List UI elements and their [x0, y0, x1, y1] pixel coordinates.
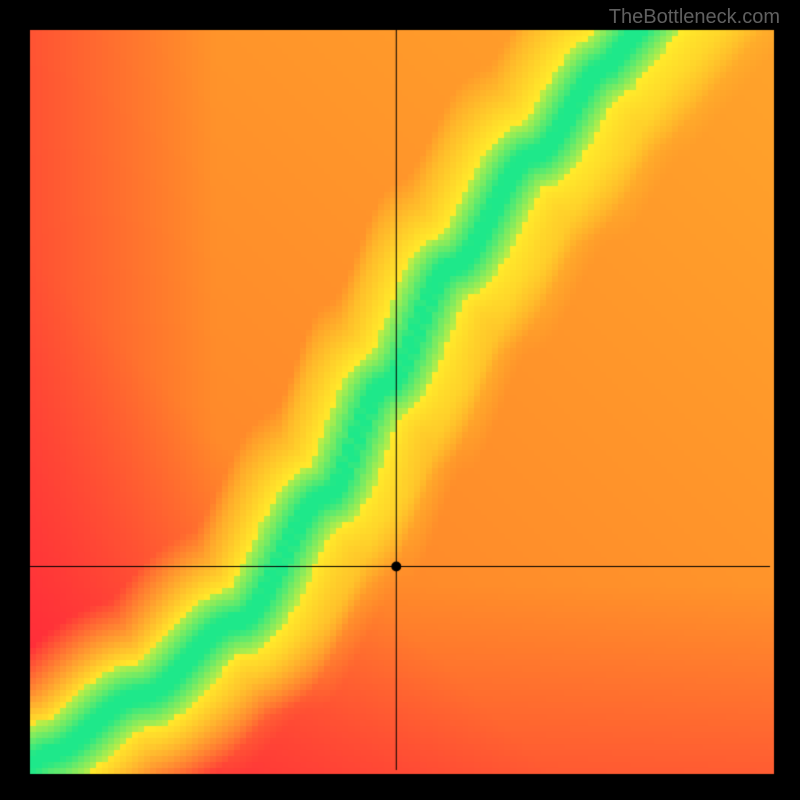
heatmap-canvas: [0, 0, 800, 800]
watermark-text: TheBottleneck.com: [609, 6, 780, 29]
chart-container: TheBottleneck.com: [0, 0, 800, 800]
